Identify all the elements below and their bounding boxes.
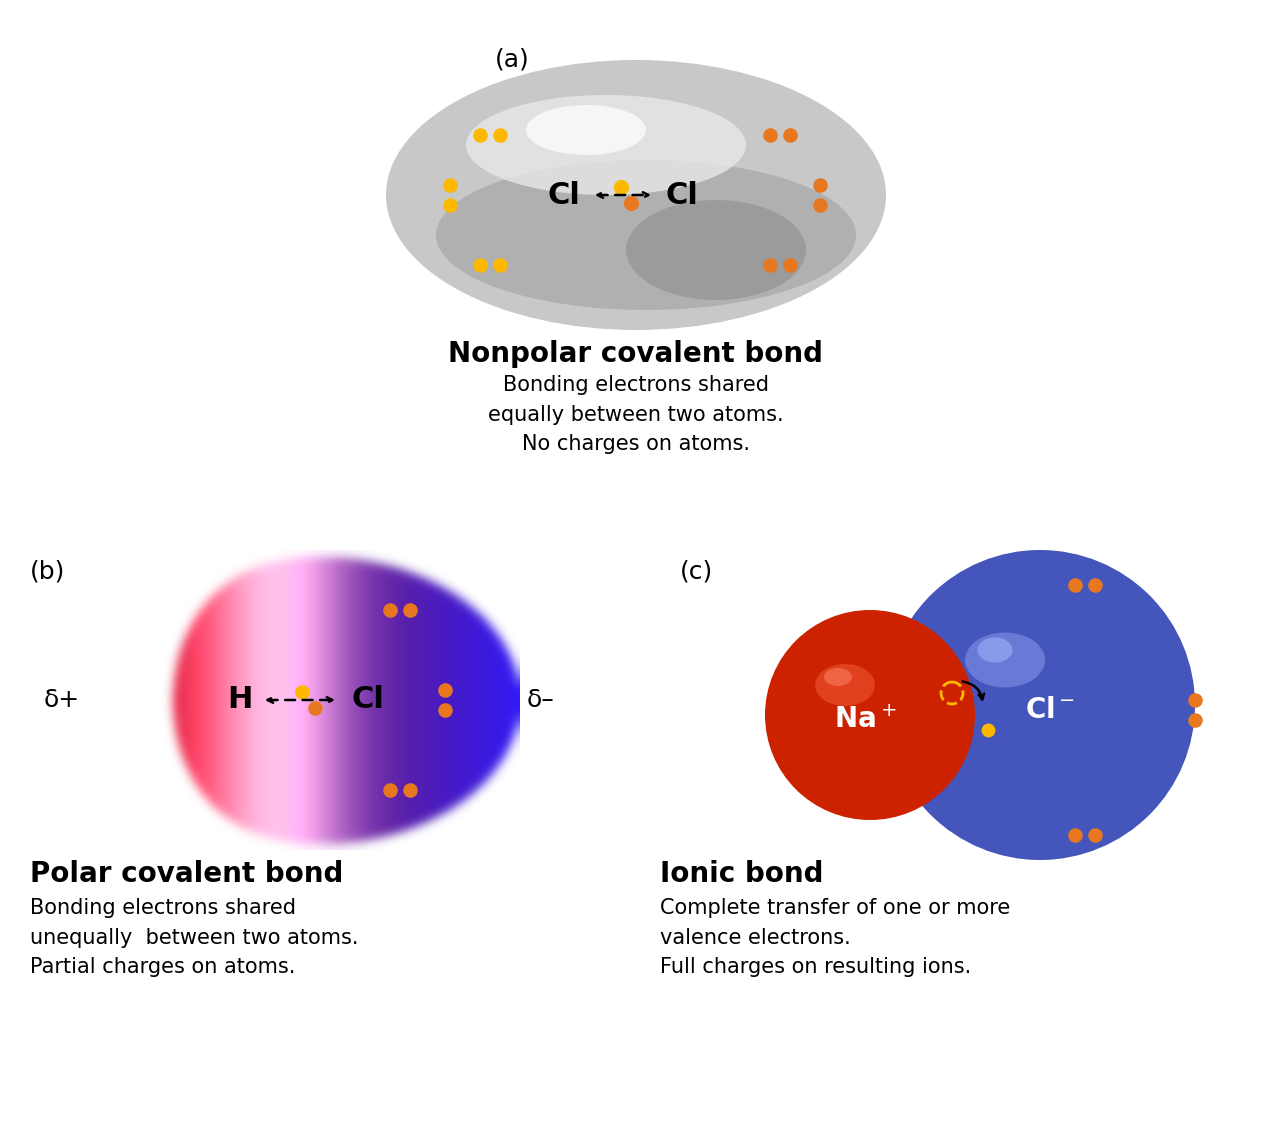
Point — [435, 681, 455, 699]
Point — [399, 781, 420, 799]
Ellipse shape — [815, 664, 875, 706]
Ellipse shape — [436, 160, 856, 310]
Point — [1085, 826, 1105, 844]
Point — [291, 683, 312, 701]
Text: Cl: Cl — [351, 685, 384, 715]
Point — [440, 196, 460, 214]
Point — [469, 126, 490, 144]
Text: Polar covalent bond: Polar covalent bond — [31, 860, 343, 888]
Text: Bonding electrons shared
equally between two atoms.
No charges on atoms.: Bonding electrons shared equally between… — [488, 375, 784, 454]
Point — [469, 256, 490, 274]
Point — [780, 256, 800, 274]
Text: Cl: Cl — [665, 180, 698, 210]
Point — [1184, 710, 1205, 729]
Ellipse shape — [824, 668, 852, 685]
Point — [810, 176, 831, 194]
Ellipse shape — [977, 638, 1013, 663]
Point — [490, 256, 510, 274]
Point — [1184, 691, 1205, 709]
Point — [611, 178, 631, 196]
Point — [759, 126, 780, 144]
Text: Nonpolar covalent bond: Nonpolar covalent bond — [449, 340, 823, 368]
Text: (c): (c) — [681, 560, 714, 583]
Circle shape — [764, 610, 976, 820]
Circle shape — [885, 550, 1194, 860]
Text: (b): (b) — [31, 560, 65, 583]
Ellipse shape — [385, 60, 887, 330]
Point — [759, 256, 780, 274]
Ellipse shape — [466, 95, 745, 195]
Text: Bonding electrons shared
unequally  between two atoms.
Partial charges on atoms.: Bonding electrons shared unequally betwe… — [31, 898, 359, 977]
Point — [1065, 826, 1085, 844]
Point — [621, 194, 641, 212]
Point — [810, 196, 831, 214]
Text: Cl$^-$: Cl$^-$ — [1025, 696, 1075, 724]
Ellipse shape — [626, 201, 806, 300]
Point — [435, 701, 455, 719]
Text: δ–: δ– — [527, 688, 553, 712]
Point — [305, 699, 326, 717]
Text: Ionic bond: Ionic bond — [660, 860, 823, 888]
Point — [380, 600, 401, 619]
Text: H: H — [228, 685, 253, 715]
Point — [399, 600, 420, 619]
Text: (a): (a) — [495, 48, 529, 73]
Text: Cl: Cl — [547, 180, 580, 210]
Ellipse shape — [527, 105, 646, 155]
Ellipse shape — [965, 632, 1046, 688]
Point — [1085, 576, 1105, 594]
Point — [978, 721, 999, 739]
Point — [380, 781, 401, 799]
Text: Na$^+$: Na$^+$ — [834, 706, 897, 734]
Point — [440, 176, 460, 194]
Text: δ+: δ+ — [45, 688, 80, 712]
Point — [1065, 576, 1085, 594]
Point — [780, 126, 800, 144]
Point — [490, 126, 510, 144]
Text: Complete transfer of one or more
valence electrons.
Full charges on resulting io: Complete transfer of one or more valence… — [660, 898, 1010, 977]
